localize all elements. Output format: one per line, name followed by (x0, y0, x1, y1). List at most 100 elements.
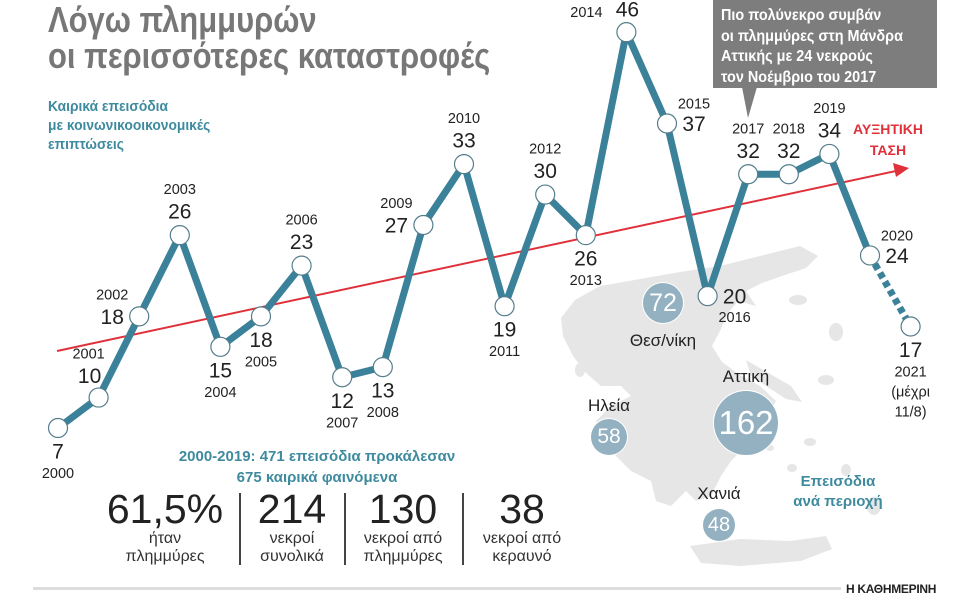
region-bubble-chania: 48 (703, 509, 735, 541)
data-point-value: 20 (723, 286, 746, 309)
data-point-value: 18 (101, 306, 124, 329)
data-point-marker (250, 306, 272, 327)
data-point-year: 2010 (448, 111, 480, 127)
stat-label: νεκροί από (363, 530, 443, 547)
data-point-year: 2004 (204, 385, 236, 401)
title-line-1: Λόγω πλημμυρών (48, 0, 317, 40)
data-point-marker (129, 306, 150, 327)
region-bubble-thessaloniki: 72 (643, 283, 683, 323)
stat-divider (239, 493, 241, 565)
stat-label: νεκροί από (482, 530, 562, 547)
data-point-year: 2012 (529, 142, 561, 158)
stat-value: 61,5% (106, 486, 224, 532)
stat-label: νεκροί (269, 530, 315, 547)
trend-label-line-1: ΑΥΞΗΤΙΚΗ (853, 121, 923, 137)
title-line-2: οι περισσότερες καταστροφές (48, 35, 491, 76)
data-point-year: 2020 (881, 228, 913, 244)
publisher-logo: Η ΚΑΘΗΜΕΡΙΝΗ (846, 582, 937, 596)
data-point-note: 11/8) (895, 405, 927, 421)
data-point-marker (535, 184, 556, 205)
data-point-year: 2007 (326, 415, 358, 431)
data-point-value: 7 (52, 441, 64, 464)
stat-divider (462, 493, 464, 565)
data-point-marker (210, 336, 231, 357)
data-point-value: 46 (616, 0, 639, 22)
data-point-value: 27 (385, 215, 408, 238)
region-value: 58 (597, 425, 621, 448)
data-point-marker (372, 357, 393, 378)
stat-label: πλημμύρες (125, 548, 205, 565)
data-point-value: 17 (899, 339, 922, 362)
data-point-marker (738, 164, 759, 185)
region-bubble-attica: 162 (714, 391, 778, 455)
region-label-ilia: Ηλεία (588, 396, 630, 415)
data-point-marker (697, 285, 718, 307)
stat-value: 130 (368, 486, 438, 532)
region-label-attica: Αττική (722, 367, 770, 386)
data-point-marker (47, 417, 69, 439)
data-point-marker (859, 245, 881, 266)
series-nodes (47, 22, 921, 439)
map-legend: Επεισόδια ανά περιοχή (788, 472, 888, 512)
data-point-year: 2018 (773, 121, 805, 137)
data-point-year: 2021 (894, 365, 926, 381)
callout-annotation: Πιο πολύνεκρο συμβάν οι πλημμύρες στη Μά… (721, 6, 903, 88)
trend-label-line-2: ΤΑΣΗ (869, 142, 907, 158)
stat-divider (344, 493, 346, 565)
callout-line-3: Αττικής με 24 νεκρούς (721, 48, 873, 65)
data-point-year: 2013 (570, 273, 602, 289)
data-point-marker (494, 296, 515, 317)
data-point-year: 2006 (285, 213, 317, 229)
stat-label: συνολικά (260, 548, 324, 565)
data-point-value: 15 (209, 359, 232, 382)
data-point-note: (μέχρι (891, 385, 930, 401)
data-point-year: 2005 (245, 354, 277, 370)
data-point-marker (656, 113, 678, 134)
data-point-marker (616, 22, 637, 43)
trend-label: ΑΥΞΗΤΙΚΗ ΤΑΣΗ (848, 119, 928, 161)
data-point-year: 2000 (42, 466, 74, 482)
stat-label: πλημμύρες (363, 548, 443, 565)
footer-rule (33, 587, 841, 590)
region-value: 72 (649, 288, 677, 317)
data-point-year: 2016 (718, 310, 750, 326)
trend-arrow-icon (893, 163, 909, 177)
data-point-value: 37 (682, 113, 705, 136)
data-point-year: 2008 (367, 405, 399, 421)
region-label-thessaloniki: Θεσ/νίκη (629, 331, 697, 350)
data-point-year: 2019 (813, 101, 845, 117)
data-point-value: 26 (574, 248, 597, 271)
data-point-value: 24 (885, 245, 909, 268)
data-point-value: 32 (777, 140, 800, 163)
data-point-marker (169, 225, 190, 246)
data-point-value: 26 (168, 201, 191, 224)
callout-line-1: Πιο πολύνεκρο συμβάν (721, 7, 882, 24)
region-value: 48 (707, 513, 731, 536)
trend-line (56, 163, 909, 352)
data-point-value: 13 (371, 380, 394, 403)
region-label-chania: Χανιά (697, 484, 741, 503)
data-point-year: 2017 (732, 121, 764, 137)
data-point-value: 12 (331, 390, 354, 413)
stat-flood-deaths: 130 νεκροί από πλημμύρες (343, 488, 463, 566)
data-point-year: 2001 (72, 347, 104, 363)
stat-total-deaths: 214 νεκροί συνολικά (232, 488, 352, 566)
chart-subtitle: Καιρικά επεισόδια με κοινωνικοοικονομικέ… (48, 97, 210, 154)
stat-label: ήταν (148, 530, 182, 547)
data-point-marker (413, 214, 434, 236)
subtitle-line-1: Καιρικά επεισόδια (48, 98, 168, 115)
data-point-year: 2002 (96, 287, 128, 303)
summary-line-1: 2000-2019: 471 επεισόδια προκάλεσαν (178, 448, 456, 465)
data-point-marker (778, 164, 799, 185)
data-point-marker (88, 387, 109, 408)
map-legend-line-2: ανά περιοχή (793, 493, 883, 510)
stat-label: κεραυνό (492, 548, 552, 565)
data-point-marker (291, 255, 312, 276)
subtitle-line-2: με κοινωνικοοικονομικές (48, 117, 211, 134)
region-value: 162 (718, 404, 774, 441)
data-point-year: 2009 (380, 196, 412, 212)
summary-line-2: 675 καιρικά φαινόμενα (236, 469, 398, 486)
data-point-year: 2014 (570, 5, 602, 21)
data-point-year: 2003 (164, 182, 196, 198)
subtitle-line-3: επιπτώσεις (48, 136, 124, 153)
